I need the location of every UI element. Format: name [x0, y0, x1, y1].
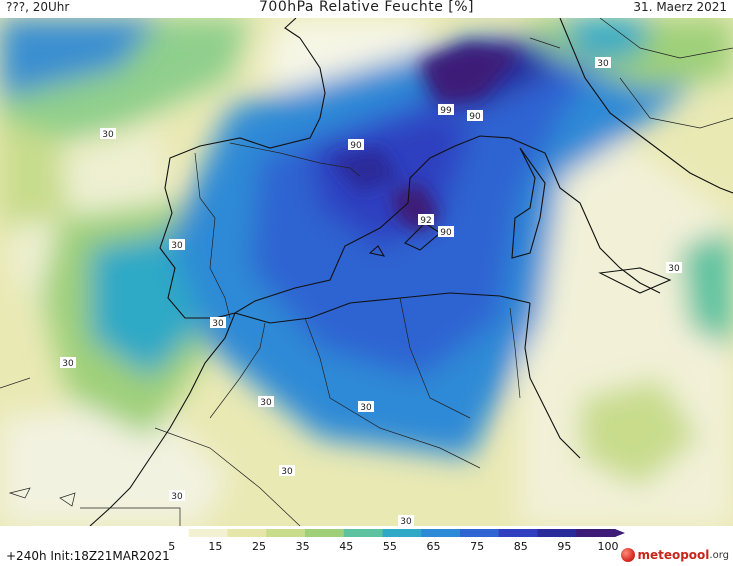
- contour-label: 90: [350, 141, 362, 151]
- contour-label-bg: [358, 401, 374, 412]
- legend-swatch: [266, 529, 306, 537]
- legend-tick-label: 15: [208, 540, 222, 553]
- contour-label: 90: [440, 228, 452, 238]
- contour-label: 92: [420, 216, 431, 226]
- contour-label-bg: [169, 239, 185, 250]
- legend-arrow: [615, 529, 625, 537]
- humidity-map: 30 30 30 30 30 30 30 30 30 30 30 90 90 99 90 92: [0, 18, 733, 526]
- contour-label-bg: [100, 128, 116, 139]
- contour-label: 30: [400, 517, 412, 526]
- color-legend: 5 15 25 35 45 55 65 75 85 95 100: [140, 528, 630, 556]
- contour-label: 99: [440, 106, 452, 116]
- contour-label-bg: [210, 317, 226, 328]
- contour-label: 90: [469, 112, 481, 122]
- legend-swatch: [382, 529, 422, 537]
- contour-label-bg: [438, 226, 454, 237]
- logo-text-main: meteopool: [637, 548, 710, 562]
- coastlines: [89, 18, 733, 526]
- legend-swatch: [537, 529, 577, 537]
- legend-tick-label: 95: [557, 540, 571, 553]
- humidity-field: [0, 18, 733, 526]
- contour-label: 30: [260, 398, 272, 408]
- legend-tick-label: 5: [168, 540, 175, 553]
- weekday-time-label: ???, 20Uhr: [6, 0, 70, 14]
- meteopool-logo[interactable]: meteopool .org: [621, 546, 729, 564]
- contour-label: 30: [597, 59, 609, 69]
- contour-label-bg: [60, 357, 76, 368]
- contour-label-bg: [348, 139, 364, 150]
- legend-bar: 5 15 25 35 45 55 65 75 85 95 100: [150, 529, 625, 553]
- legend-swatch: [150, 529, 190, 537]
- legend-tick-label: 65: [427, 540, 441, 553]
- map-canvas: 30 30 30 30 30 30 30 30 30 30 30 90 90 99 90 92: [0, 18, 733, 526]
- contour-label: 30: [171, 492, 183, 502]
- contour-label: 30: [102, 130, 114, 140]
- contour-label-bg: [418, 214, 434, 225]
- borders: [0, 18, 733, 526]
- legend-swatch: [576, 529, 616, 537]
- legend-swatch: [305, 529, 345, 537]
- logo-ball-icon: [621, 548, 636, 562]
- legend-tick-label: 100: [598, 540, 619, 553]
- contour-label-bg: [438, 104, 454, 115]
- legend-tick-label: 45: [339, 540, 353, 553]
- legend-tick-label: 75: [470, 540, 484, 553]
- contour-label: 30: [62, 359, 74, 369]
- contour-labels: 30 30 30 30 30 30 30 30 30 30 30 90 90 99 90 92: [60, 57, 682, 526]
- contour-label-bg: [258, 396, 274, 407]
- legend-tick-label: 35: [296, 540, 310, 553]
- contour-label-bg: [666, 262, 682, 273]
- contour-label: 30: [212, 319, 224, 329]
- map-title: 700hPa Relative Feuchte [%]: [259, 0, 474, 15]
- legend-swatch: [421, 529, 461, 537]
- contour-label-bg: [169, 490, 185, 501]
- valid-date-label: 31. Maerz 2021: [633, 0, 727, 14]
- legend-tick-label: 55: [383, 540, 397, 553]
- map-header: ???, 20Uhr 700hPa Relative Feuchte [%] 3…: [0, 0, 733, 18]
- logo-text-suffix: .org: [709, 549, 729, 561]
- contour-label-bg: [398, 515, 414, 526]
- legend-tick-label: 85: [514, 540, 528, 553]
- contour-label: 30: [668, 264, 680, 274]
- contour-label-bg: [279, 465, 295, 476]
- legend-swatch: [498, 529, 538, 537]
- contour-label: 30: [360, 403, 372, 413]
- contour-label-bg: [467, 110, 483, 121]
- run-info: +240h Init:18Z21MAR2021: [6, 549, 170, 563]
- legend-swatch: [227, 529, 267, 537]
- contour-label: 30: [281, 467, 293, 477]
- legend-swatch: [188, 529, 228, 537]
- contour-label-bg: [595, 57, 611, 68]
- legend-swatch: [343, 529, 383, 537]
- legend-swatch: [460, 529, 500, 537]
- contour-label: 30: [171, 241, 183, 251]
- legend-tick-label: 25: [252, 540, 266, 553]
